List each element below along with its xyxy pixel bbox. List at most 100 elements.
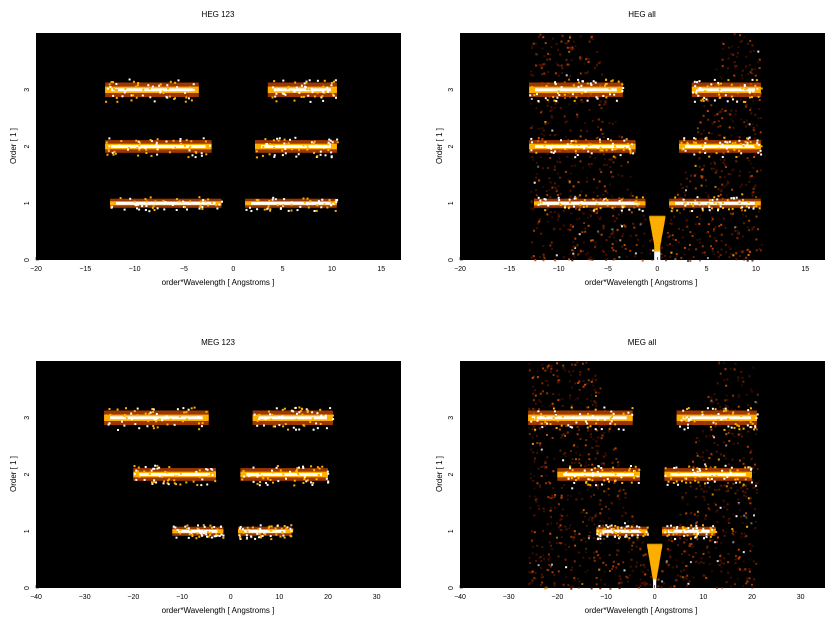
scatter-pixel — [587, 379, 590, 382]
band-speckle — [221, 200, 223, 203]
scatter-pixel — [694, 187, 697, 190]
band-speckle — [174, 146, 177, 149]
band-speckle — [297, 472, 300, 475]
scatter-pixel — [709, 537, 711, 540]
band-speckle — [567, 477, 570, 480]
band-speckle — [683, 137, 686, 140]
scatter-pixel — [714, 185, 717, 188]
scatter-pixel — [577, 181, 580, 184]
scatter-pixel — [582, 537, 585, 540]
band-speckle — [205, 153, 208, 156]
scatter-pixel — [609, 166, 612, 168]
band-speckle — [203, 525, 206, 528]
scatter-pixel — [622, 233, 625, 236]
band-speckle — [577, 78, 580, 81]
scatter-pixel — [580, 190, 583, 193]
scatter-pixel — [564, 525, 567, 528]
band-speckle — [166, 423, 169, 426]
band-speckle — [283, 198, 286, 201]
scatter-pixel — [547, 122, 550, 124]
band-speckle — [586, 82, 589, 85]
band-speckle — [544, 415, 547, 418]
scatter-pixel — [597, 554, 600, 556]
band-speckle — [575, 197, 577, 200]
scatter-pixel — [593, 388, 596, 391]
scatter-pixel — [570, 374, 572, 377]
scatter-pixel — [603, 456, 606, 459]
scatter-pixel — [743, 532, 746, 535]
scatter-pixel — [595, 395, 597, 397]
scatter-pixel — [601, 120, 604, 123]
scatter-pixel — [726, 508, 729, 511]
scatter-pixel — [741, 77, 744, 80]
band-speckle — [282, 79, 285, 82]
band-speckle — [615, 147, 618, 150]
order-band-peak — [670, 473, 746, 476]
band-speckle — [258, 472, 261, 475]
scatter-pixel — [723, 506, 726, 509]
scatter-pixel — [703, 490, 705, 493]
scatter-pixel — [705, 490, 708, 493]
band-speckle — [695, 141, 697, 144]
band-speckle — [315, 209, 318, 212]
band-speckle — [185, 96, 188, 99]
band-speckle — [558, 202, 561, 205]
scatter-pixel — [540, 576, 543, 579]
scatter-pixel — [580, 58, 583, 61]
band-speckle — [287, 209, 290, 212]
band-speckle — [709, 426, 712, 428]
band-speckle — [544, 97, 547, 100]
band-speckle — [575, 421, 578, 424]
band-speckle — [144, 209, 147, 211]
band-speckle — [705, 468, 708, 470]
band-speckle — [531, 86, 534, 89]
scatter-pixel — [738, 394, 741, 397]
band-speckle — [557, 90, 560, 93]
scatter-pixel — [598, 168, 601, 171]
scatter-pixel — [600, 107, 603, 110]
band-speckle — [670, 531, 672, 533]
scatter-pixel — [557, 185, 560, 188]
scatter-pixel — [565, 558, 567, 561]
scatter-pixel — [719, 158, 722, 161]
band-speckle — [143, 470, 146, 473]
band-speckle — [546, 422, 548, 425]
band-speckle — [209, 524, 212, 527]
scatter-pixel — [587, 537, 590, 540]
band-speckle — [531, 416, 534, 419]
scatter-pixel — [574, 398, 577, 401]
scatter-pixel — [621, 225, 623, 228]
scatter-pixel — [723, 110, 725, 113]
band-speckle — [151, 482, 154, 485]
scatter-pixel — [582, 509, 585, 512]
band-speckle — [617, 428, 620, 431]
band-speckle — [599, 146, 602, 149]
scatter-pixel — [546, 384, 549, 387]
scatter-pixel — [591, 519, 594, 522]
scatter-pixel — [532, 408, 535, 410]
scatter-pixel — [751, 123, 754, 126]
scatter-pixel — [560, 542, 563, 545]
scatter-pixel — [534, 389, 537, 392]
scatter-pixel — [699, 214, 702, 217]
scatter-pixel — [732, 534, 735, 536]
band-speckle — [330, 204, 332, 207]
scatter-pixel — [579, 58, 582, 61]
band-speckle — [587, 413, 590, 415]
band-speckle — [313, 210, 316, 212]
band-speckle — [544, 141, 547, 144]
band-speckle — [200, 154, 203, 157]
scatter-pixel — [624, 522, 626, 525]
scatter-pixel — [615, 457, 618, 460]
band-speckle — [717, 203, 720, 206]
scatter-pixel — [755, 492, 758, 494]
band-speckle — [688, 416, 690, 419]
band-speckle — [701, 209, 704, 212]
band-speckle — [637, 201, 640, 204]
scatter-pixel — [540, 111, 542, 114]
scatter-pixel — [597, 62, 600, 65]
scatter-pixel — [730, 45, 733, 48]
scatter-pixel — [541, 363, 544, 366]
band-speckle — [552, 151, 555, 154]
